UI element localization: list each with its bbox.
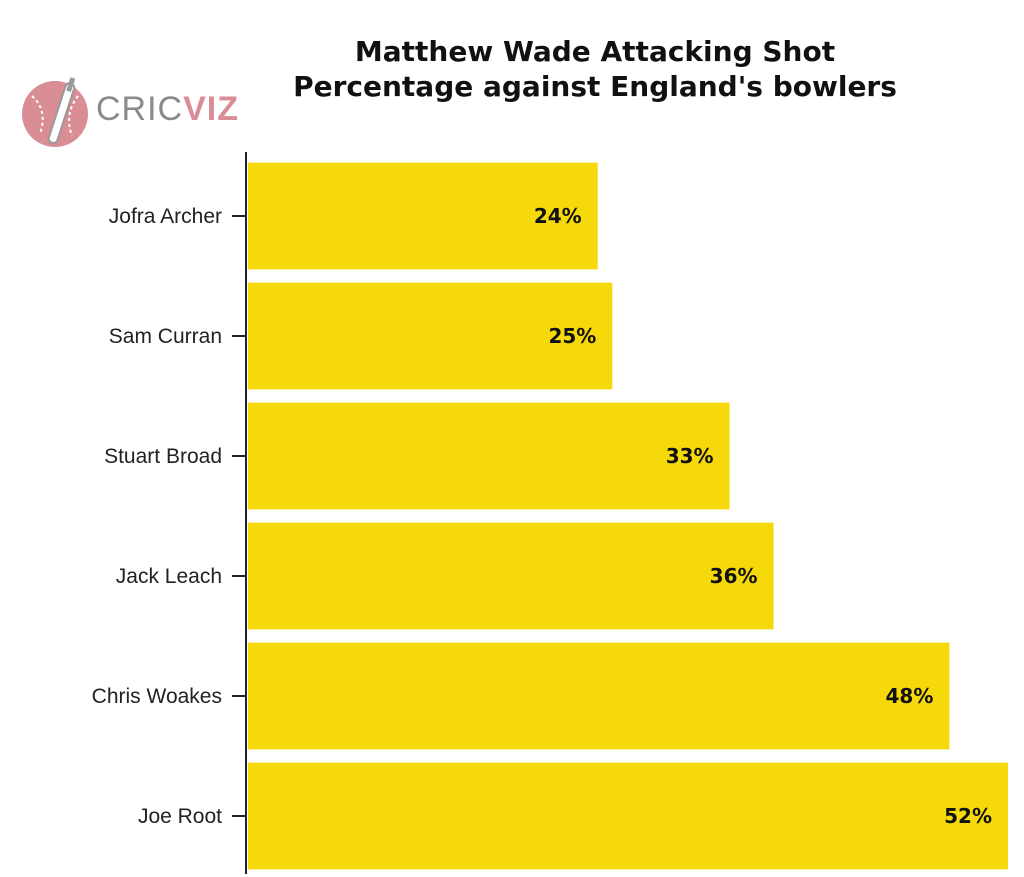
chart-title-line-1: Matthew Wade Attacking Shot [354, 35, 836, 68]
data-label: 36% [710, 564, 758, 588]
data-label: 25% [548, 324, 596, 348]
y-tick-label: Stuart Broad [104, 445, 222, 468]
y-tick-label: Chris Woakes [92, 685, 222, 708]
bar [248, 282, 613, 390]
cricviz-logo: CRICVIZ [18, 74, 238, 154]
bar [248, 522, 774, 630]
data-label: 33% [666, 444, 714, 468]
y-tick-label: Sam Curran [109, 325, 222, 348]
y-tick-label: Jack Leach [116, 565, 222, 588]
bar [248, 642, 950, 750]
data-label: 24% [534, 204, 582, 228]
y-tick-label: Jofra Archer [109, 205, 222, 228]
cricket-ball-bat-icon [22, 77, 88, 147]
y-tick-label: Joe Root [138, 805, 222, 828]
data-label: 48% [886, 684, 934, 708]
bar [248, 402, 730, 510]
data-label: 52% [944, 804, 992, 828]
chart-title-line-2: Percentage against England's bowlers [293, 70, 897, 103]
logo-wordmark: CRICVIZ [96, 90, 239, 129]
bar [248, 762, 1008, 870]
logo-wordmark-cric: CRIC [96, 90, 184, 128]
bar [248, 162, 598, 270]
logo-wordmark-viz: VIZ [183, 90, 240, 128]
chart-title: Matthew Wade Attacking Shot Percentage a… [170, 34, 1020, 104]
